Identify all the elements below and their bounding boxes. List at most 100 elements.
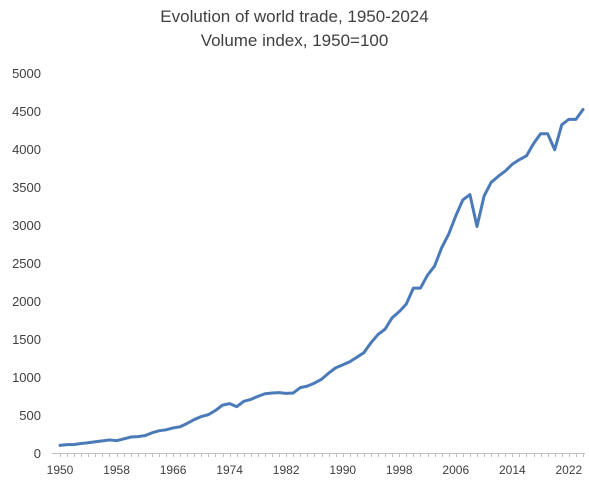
data-point	[150, 431, 154, 435]
x-tick-label: 1958	[103, 463, 130, 477]
data-point	[93, 440, 97, 444]
data-point	[86, 441, 90, 445]
x-tick-label: 1950	[47, 463, 74, 477]
data-point	[468, 193, 472, 197]
data-point	[58, 443, 62, 447]
data-point	[256, 394, 260, 398]
chart-title: Evolution of world trade, 1950-2024	[160, 7, 429, 26]
data-point	[546, 132, 550, 136]
y-tick-label: 3500	[12, 180, 41, 195]
data-point	[270, 391, 274, 395]
data-point	[426, 273, 430, 277]
data-point	[284, 391, 288, 395]
y-axis: 0 500 1000 1500 2000 2500 3000 3500 4000 4500 5000	[12, 66, 41, 461]
data-point	[539, 132, 543, 136]
data-point	[376, 332, 380, 336]
x-tick-label: 1966	[160, 463, 187, 477]
data-point	[524, 154, 528, 158]
data-point	[312, 381, 316, 385]
data-point	[221, 403, 225, 407]
y-tick-label: 1000	[12, 370, 41, 385]
data-point	[404, 302, 408, 306]
x-tick-label: 1974	[216, 463, 243, 477]
data-point	[348, 360, 352, 364]
y-tick-label: 2000	[12, 294, 41, 309]
chart-subtitle: Volume index, 1950=100	[200, 31, 389, 50]
data-point	[136, 435, 140, 439]
data-point	[178, 425, 182, 429]
data-point	[383, 327, 387, 331]
data-point	[341, 363, 345, 367]
data-point	[164, 428, 168, 432]
data-point	[107, 438, 111, 442]
y-tick-label: 3000	[12, 218, 41, 233]
x-tick-label: 1982	[273, 463, 300, 477]
data-point	[192, 418, 196, 422]
data-point	[235, 405, 239, 409]
y-tick-label: 4500	[12, 104, 41, 119]
series-line	[58, 107, 585, 447]
data-point	[496, 174, 500, 178]
data-point	[560, 123, 564, 127]
data-point	[277, 391, 281, 395]
data-point	[334, 366, 338, 370]
data-point	[298, 386, 302, 390]
data-point	[433, 264, 437, 268]
data-point	[532, 142, 536, 146]
y-tick-label: 2500	[12, 256, 41, 271]
x-tick-label: 2022	[556, 463, 583, 477]
data-point	[122, 437, 126, 441]
data-point	[206, 413, 210, 417]
data-point	[72, 442, 76, 446]
data-point	[447, 232, 451, 236]
data-point	[454, 214, 458, 218]
data-point	[199, 415, 203, 419]
data-point	[100, 439, 104, 443]
data-point	[574, 117, 578, 121]
data-point	[65, 443, 69, 447]
data-point	[320, 377, 324, 381]
data-point	[185, 421, 189, 425]
data-point	[510, 162, 514, 166]
data-point	[411, 286, 415, 290]
x-tick-label: 2006	[442, 463, 469, 477]
data-point	[355, 355, 359, 359]
data-point	[228, 402, 232, 406]
data-point	[517, 158, 521, 162]
x-tick-label: 1990	[329, 463, 356, 477]
data-point	[249, 397, 253, 401]
data-point	[129, 435, 133, 439]
data-point	[305, 384, 309, 388]
data-point	[362, 351, 366, 355]
y-tick-label: 4000	[12, 142, 41, 157]
x-tick-label: 1998	[386, 463, 413, 477]
data-point	[327, 371, 331, 375]
data-point	[489, 180, 493, 184]
data-point	[553, 148, 557, 152]
data-point	[143, 434, 147, 438]
data-point	[475, 225, 479, 229]
y-tick-label: 0	[34, 446, 41, 461]
data-point	[263, 392, 267, 396]
data-point	[171, 426, 175, 430]
x-axis: 1950 1958 1966 1974 1982 1990 1998 2006 2014 2022	[47, 453, 585, 477]
x-tick-label: 2014	[499, 463, 526, 477]
y-tick-label: 5000	[12, 66, 41, 81]
y-tick-label: 500	[19, 408, 41, 423]
data-point	[440, 246, 444, 250]
data-point	[79, 442, 83, 446]
data-point	[242, 399, 246, 403]
data-point	[418, 286, 422, 290]
data-point	[157, 429, 161, 433]
data-point	[115, 439, 119, 443]
data-point	[567, 117, 571, 121]
data-point	[390, 316, 394, 320]
data-point	[291, 391, 295, 395]
data-point	[503, 169, 507, 173]
plot-area	[58, 107, 585, 447]
data-point	[213, 408, 217, 412]
data-point	[482, 194, 486, 198]
data-point	[581, 107, 585, 111]
data-point	[397, 310, 401, 314]
